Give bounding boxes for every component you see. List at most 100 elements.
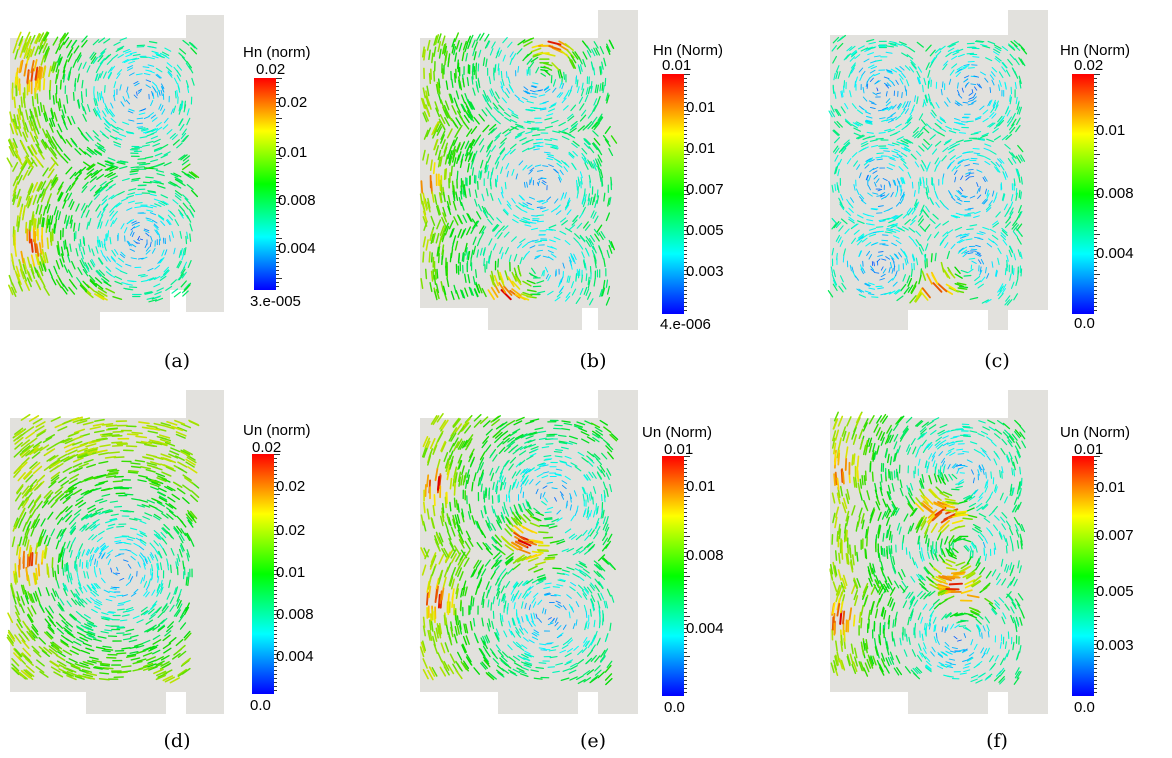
vector-arrow (511, 280, 521, 290)
vector-arrow (76, 73, 80, 83)
vector-arrow (471, 153, 476, 163)
vector-arrow (123, 599, 131, 603)
vector-arrow (832, 86, 835, 95)
vector-arrow (998, 84, 1001, 91)
vector-arrow (157, 619, 166, 626)
vector-arrow (533, 677, 543, 680)
vector-arrow (78, 543, 84, 551)
vector-arrow (137, 235, 140, 240)
vector-arrow (854, 122, 862, 127)
vector-arrow (485, 58, 488, 68)
vector-arrow (149, 193, 157, 197)
vector-arrow (458, 42, 463, 52)
vector-arrow (62, 199, 67, 209)
vector-arrow (605, 46, 611, 55)
vector-arrow (144, 558, 148, 565)
vector-arrow (16, 484, 24, 494)
vector-arrow (188, 65, 194, 74)
vector-arrow (136, 166, 145, 168)
vector-arrow (950, 243, 956, 250)
vector-arrow (130, 462, 141, 465)
vector-arrow (93, 666, 103, 670)
vector-arrow (968, 176, 975, 178)
vector-arrow (480, 472, 485, 481)
vector-arrow (925, 62, 930, 71)
vector-arrow (465, 247, 468, 256)
vector-arrow (537, 180, 540, 185)
vector-arrow (100, 208, 106, 216)
vector-arrow (152, 634, 161, 640)
vector-arrow (447, 664, 455, 675)
vector-arrow (955, 234, 962, 238)
vector-arrow (73, 467, 83, 473)
vector-arrow (451, 239, 455, 249)
vector-arrow (190, 47, 198, 55)
vector-arrow (436, 458, 441, 470)
vector-arrow (80, 615, 88, 621)
vector-arrow (479, 416, 489, 425)
vector-arrow (48, 480, 57, 489)
vector-arrow (1014, 58, 1020, 66)
vector-arrow (501, 186, 504, 194)
vector-arrow (69, 526, 75, 534)
vector-arrow (911, 104, 916, 112)
vector-arrow (836, 108, 842, 117)
vector-arrow (63, 264, 69, 273)
vector-arrow (84, 172, 92, 180)
vector-arrow (520, 480, 524, 487)
vector-arrow (161, 662, 172, 669)
vector-arrow (120, 251, 126, 257)
vector-arrow (64, 625, 73, 632)
vector-arrow (838, 197, 843, 205)
vector-arrow (930, 112, 936, 119)
vector-arrow (528, 272, 537, 278)
vector-arrow (585, 620, 588, 629)
vector-arrow (853, 132, 862, 137)
vector-arrow (859, 74, 863, 82)
vector-arrow (587, 85, 591, 95)
vector-arrow (876, 92, 882, 95)
vector-arrow (935, 102, 940, 109)
vector-arrow (145, 232, 150, 237)
vector-arrow (534, 256, 540, 260)
vector-arrow (568, 151, 575, 158)
vector-arrow (959, 233, 967, 237)
vector-arrow (127, 192, 136, 196)
vector-arrow (138, 554, 144, 561)
vector-arrow (44, 547, 48, 559)
vector-arrow (149, 553, 154, 561)
vector-arrow (1016, 237, 1022, 245)
vector-arrow (526, 181, 528, 188)
vector-arrow (63, 214, 68, 224)
vector-arrow (77, 551, 81, 560)
vector-arrow (509, 57, 513, 66)
vector-arrow (16, 117, 22, 129)
vector-arrow (68, 477, 78, 485)
vector-arrow (421, 564, 427, 576)
vector-arrow (151, 564, 154, 572)
vector-arrow (517, 503, 522, 512)
vector-arrow (470, 225, 476, 234)
vector-arrow (157, 611, 164, 619)
vector-arrow (14, 492, 22, 502)
vector-arrow (129, 650, 139, 654)
vector-arrow (536, 206, 543, 208)
vector-arrow (38, 602, 44, 612)
vector-arrow (133, 588, 139, 594)
vector-arrow (547, 256, 554, 261)
vector-arrow (1020, 154, 1026, 162)
vector-arrow (86, 450, 98, 455)
vector-arrow (439, 134, 445, 144)
vector-arrow (953, 215, 961, 219)
vector-arrow (597, 116, 604, 125)
vector-arrow (29, 504, 36, 514)
vector-arrow (509, 148, 516, 155)
vector-arrow (994, 166, 999, 173)
vector-arrow (147, 56, 155, 60)
vector-arrow (908, 235, 915, 242)
vector-arrow (441, 244, 445, 256)
vector-arrow (897, 227, 905, 232)
vector-arrow (509, 456, 517, 464)
vector-arrow (27, 271, 33, 282)
vector-arrow (86, 549, 91, 556)
